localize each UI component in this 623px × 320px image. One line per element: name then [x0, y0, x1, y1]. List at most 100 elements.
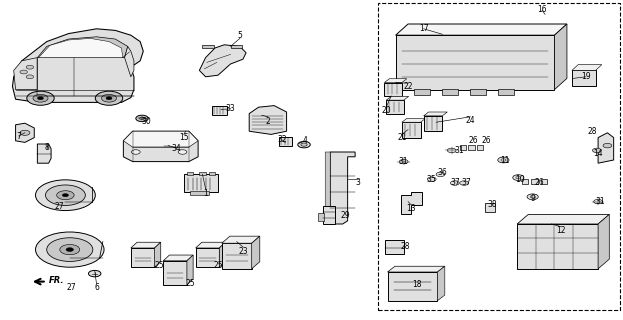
Bar [522, 179, 528, 184]
Circle shape [460, 181, 468, 185]
Polygon shape [131, 242, 161, 248]
Bar [196, 248, 219, 267]
Bar [187, 172, 193, 175]
Text: 20: 20 [381, 106, 391, 115]
Bar [470, 89, 486, 95]
Text: 35: 35 [427, 175, 437, 184]
Polygon shape [437, 266, 445, 301]
Circle shape [102, 94, 117, 102]
Polygon shape [155, 242, 161, 267]
Circle shape [592, 148, 601, 153]
Text: 5: 5 [237, 31, 242, 40]
Bar [477, 145, 483, 150]
Bar [231, 45, 242, 48]
Circle shape [516, 176, 521, 179]
Bar [378, 3, 620, 310]
Polygon shape [598, 133, 614, 163]
Circle shape [45, 185, 85, 205]
Bar [386, 100, 404, 114]
Bar [396, 35, 554, 90]
Polygon shape [252, 236, 260, 269]
Text: 28: 28 [587, 127, 597, 136]
Bar [460, 145, 466, 150]
Circle shape [164, 144, 170, 147]
Circle shape [106, 97, 112, 100]
Bar [163, 261, 187, 285]
Circle shape [37, 97, 44, 100]
Circle shape [131, 150, 140, 154]
Text: 14: 14 [593, 149, 603, 158]
Polygon shape [396, 24, 567, 35]
Circle shape [498, 157, 509, 163]
Text: 3: 3 [356, 178, 361, 187]
Polygon shape [125, 46, 134, 77]
Polygon shape [517, 214, 609, 224]
Bar [531, 179, 538, 184]
Circle shape [301, 143, 307, 146]
Text: 32: 32 [277, 135, 287, 144]
Bar [541, 179, 547, 184]
Polygon shape [123, 131, 198, 162]
Bar [424, 116, 442, 131]
Circle shape [436, 172, 445, 177]
Text: FR.: FR. [49, 276, 64, 285]
Polygon shape [388, 266, 445, 272]
Polygon shape [330, 152, 355, 224]
Circle shape [20, 70, 27, 74]
Bar [388, 272, 437, 301]
Text: 17: 17 [419, 24, 429, 33]
Text: 37: 37 [450, 178, 460, 187]
Bar [190, 191, 209, 195]
Circle shape [161, 142, 173, 149]
Text: 16: 16 [537, 5, 547, 14]
Polygon shape [37, 37, 128, 58]
Circle shape [501, 159, 506, 161]
Text: 31: 31 [454, 146, 464, 155]
Text: 34: 34 [171, 144, 181, 153]
Circle shape [140, 117, 145, 120]
Polygon shape [401, 192, 422, 214]
Text: 4: 4 [303, 136, 308, 145]
Text: 26: 26 [534, 178, 544, 187]
Bar [468, 145, 475, 150]
Text: 38: 38 [487, 200, 497, 209]
Circle shape [27, 91, 54, 105]
Bar [318, 213, 324, 221]
Bar [402, 122, 421, 138]
Polygon shape [249, 106, 287, 134]
Circle shape [26, 75, 34, 79]
Bar [498, 89, 514, 95]
Text: 10: 10 [515, 175, 525, 184]
Circle shape [527, 194, 538, 200]
Bar [184, 174, 218, 192]
Circle shape [447, 148, 456, 153]
Circle shape [33, 94, 48, 102]
Bar [323, 206, 335, 224]
Text: 26: 26 [468, 136, 478, 145]
Bar [131, 248, 155, 267]
Polygon shape [325, 152, 330, 221]
Polygon shape [12, 29, 143, 102]
Bar [212, 106, 227, 115]
Text: 18: 18 [412, 280, 422, 289]
Polygon shape [163, 255, 193, 261]
Text: 26: 26 [481, 136, 491, 145]
Circle shape [136, 115, 148, 122]
Text: 19: 19 [581, 72, 591, 81]
Text: 7: 7 [16, 132, 21, 140]
Text: 27: 27 [67, 284, 77, 292]
Text: 23: 23 [238, 247, 248, 256]
Polygon shape [39, 38, 123, 58]
Bar [384, 83, 402, 96]
Text: 8: 8 [44, 143, 49, 152]
Circle shape [36, 180, 95, 211]
Text: 27: 27 [54, 202, 64, 211]
Circle shape [603, 143, 612, 148]
Polygon shape [402, 118, 426, 122]
Polygon shape [384, 79, 407, 83]
Bar [199, 172, 206, 175]
Circle shape [95, 91, 123, 105]
Text: 6: 6 [94, 284, 99, 292]
Circle shape [450, 181, 459, 185]
Bar [222, 243, 252, 269]
